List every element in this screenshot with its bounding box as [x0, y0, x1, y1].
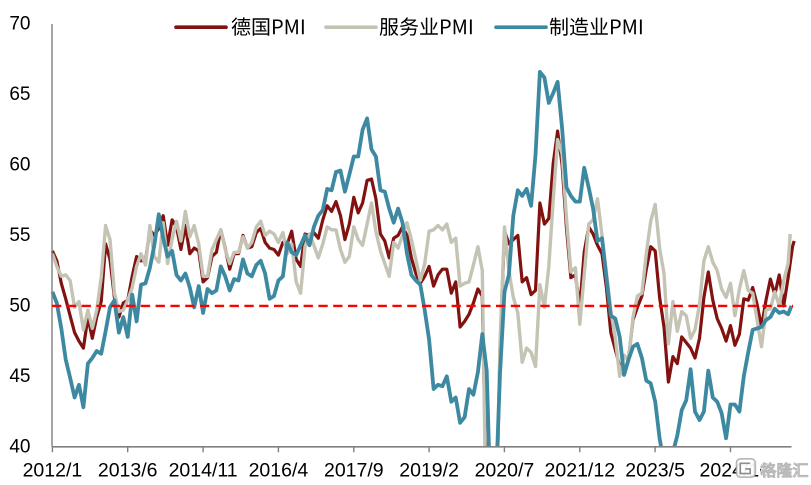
svg-text:2016/4: 2016/4	[249, 460, 309, 482]
svg-text:2023/5: 2023/5	[625, 460, 685, 482]
svg-text:40: 40	[9, 436, 30, 457]
svg-text:70: 70	[9, 14, 30, 35]
svg-text:45: 45	[9, 366, 30, 387]
svg-text:2017/9: 2017/9	[324, 460, 384, 482]
svg-text:65: 65	[9, 84, 30, 105]
svg-text:55: 55	[9, 225, 30, 246]
svg-text:2024/10: 2024/10	[700, 460, 771, 482]
svg-text:2014/11: 2014/11	[169, 460, 238, 482]
svg-text:2012/1: 2012/1	[23, 460, 83, 482]
svg-text:50: 50	[9, 296, 30, 317]
svg-text:2013/6: 2013/6	[98, 460, 158, 482]
svg-text:2019/2: 2019/2	[399, 460, 459, 482]
svg-text:60: 60	[9, 155, 30, 176]
svg-text:2020/7: 2020/7	[475, 460, 535, 482]
svg-text:2021/12: 2021/12	[545, 460, 616, 482]
